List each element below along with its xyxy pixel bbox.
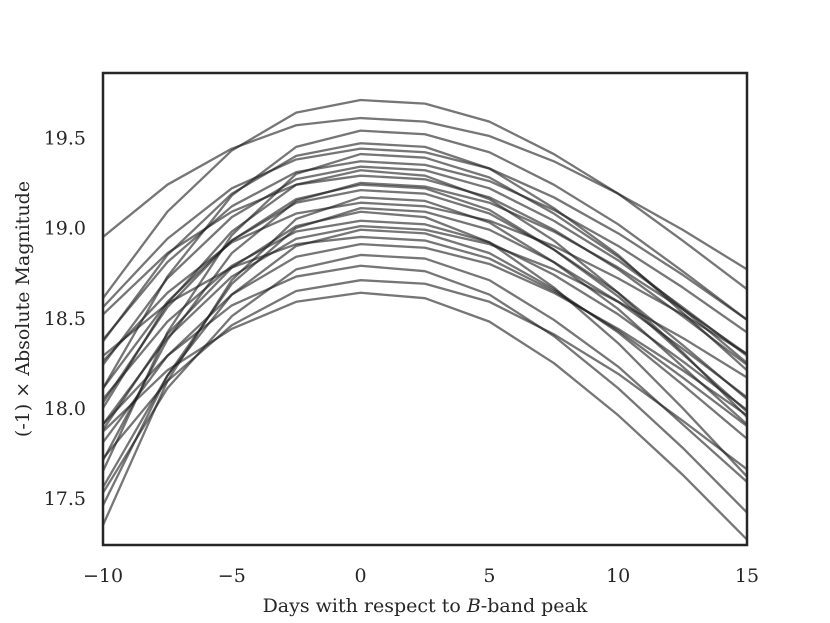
x-axis-label: Days with respect to B-band peak <box>263 595 588 617</box>
x-tick-label: 0 <box>355 565 367 587</box>
y-tick-label: 19.5 <box>44 128 86 150</box>
x-label-part: Days with respect to <box>263 595 467 617</box>
x-tick-label: 5 <box>483 565 495 587</box>
light-curve <box>103 235 747 428</box>
light-curve <box>103 181 747 461</box>
light-curve <box>103 219 747 411</box>
light-curve <box>103 147 747 321</box>
light-curve <box>103 98 747 299</box>
light-curve <box>103 210 747 478</box>
light-curve <box>103 165 747 366</box>
y-tick-label: 18.0 <box>44 398 86 420</box>
x-tick-label: −10 <box>83 565 123 587</box>
light-curve <box>103 129 747 389</box>
light-curve <box>103 291 747 541</box>
light-curve <box>103 264 747 514</box>
light-curve <box>103 253 747 494</box>
light-curve <box>103 152 747 472</box>
light-curve <box>103 224 747 425</box>
plot-area <box>103 98 747 541</box>
plot-frame <box>101 71 749 547</box>
light-curve <box>103 183 747 413</box>
light-curve <box>103 201 747 363</box>
y-tick-label: 18.5 <box>44 308 86 330</box>
x-tick-label: 15 <box>735 565 759 587</box>
light-curve <box>103 206 747 506</box>
x-tick-label: 10 <box>606 565 630 587</box>
light-curve <box>103 116 747 271</box>
y-tick-label: 17.5 <box>44 488 86 510</box>
x-label-part: B <box>466 595 481 617</box>
y-axis-label: (-1) × Absolute Magnitude <box>12 181 34 437</box>
x-tick-label: −5 <box>218 565 246 587</box>
light-curve <box>103 174 747 366</box>
y-tick-label: 19.0 <box>44 218 86 240</box>
x-label-part: -band peak <box>481 595 588 617</box>
light-curve <box>103 188 747 400</box>
